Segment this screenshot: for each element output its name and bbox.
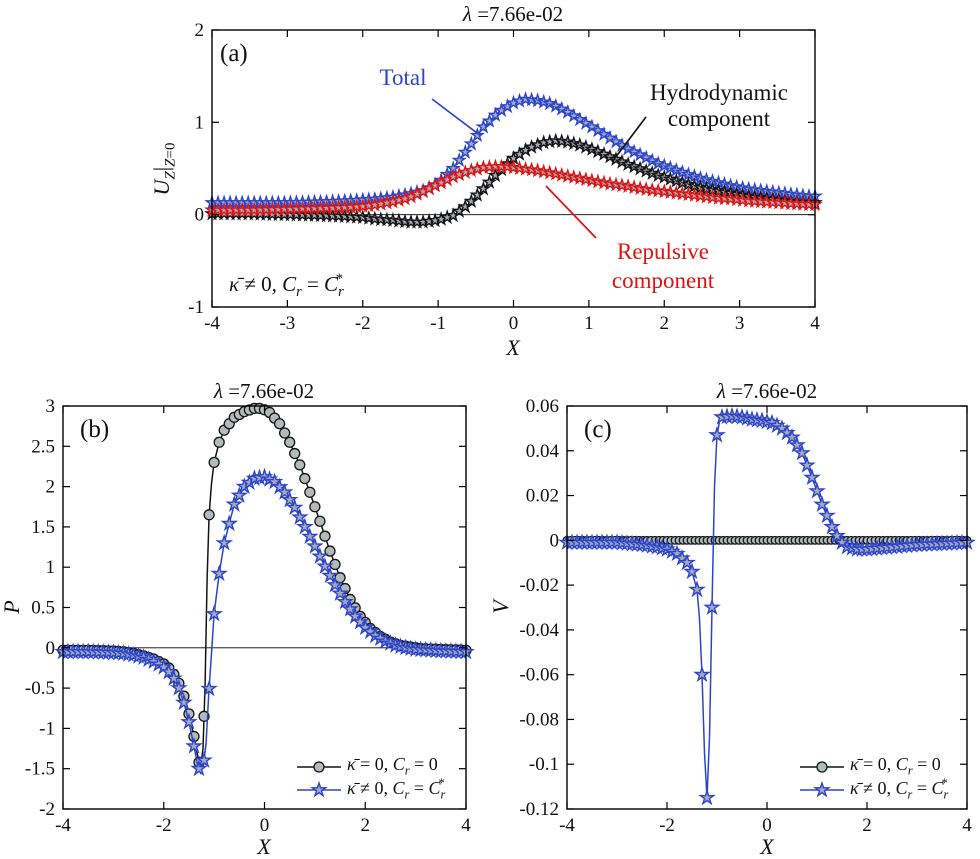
svg-text:2: 2 [660, 313, 670, 334]
svg-text:-4: -4 [55, 815, 71, 836]
panel-b: -4 -2 0 2 4-2-1.5-1-0.500.511.522.53 [25, 396, 475, 836]
legend-circle-icon [297, 760, 341, 773]
series-blue-star [54, 467, 475, 777]
panel-a: -4 -3 -2 -1 0 1 2 3 4 -1 0 1 2 [188, 20, 823, 334]
panel-b-ylabel: P [0, 600, 24, 614]
svg-text:-2: -2 [39, 799, 55, 820]
svg-text:2.5: 2.5 [31, 436, 55, 457]
panel-c-title: λ =7.66e-02 [716, 379, 818, 403]
svg-text:2: 2 [361, 815, 371, 836]
svg-text:0.5: 0.5 [31, 598, 55, 619]
svg-text:0: 0 [550, 530, 560, 551]
svg-text:-1.5: -1.5 [25, 759, 55, 780]
svg-text:-2: -2 [355, 313, 371, 334]
legend-item-label: κ̄ = 0, Cr = 0 [347, 754, 438, 778]
svg-text:-0.1: -0.1 [529, 754, 559, 775]
svg-text:1: 1 [584, 313, 594, 334]
svg-text:1: 1 [195, 112, 205, 133]
legend-item: κ̄ = 0, Cr = 0 [799, 754, 948, 778]
svg-text:1: 1 [46, 557, 56, 578]
svg-text:1.5: 1.5 [31, 517, 55, 538]
svg-text:-0.06: -0.06 [519, 665, 559, 686]
annotation-repulsive-component: Repulsive component [611, 239, 715, 293]
leader-line-blue [431, 98, 482, 137]
legend-star-icon [800, 780, 844, 798]
leader-line-black [611, 116, 647, 163]
svg-text:0: 0 [762, 815, 772, 836]
svg-text:-0.02: -0.02 [519, 575, 559, 596]
annotation-hydrodynamic-component: Hydrodynamic component [650, 80, 788, 131]
svg-text:0: 0 [260, 815, 270, 836]
panel-c-xlabel: X [760, 834, 774, 859]
svg-text:-0.08: -0.08 [519, 709, 559, 730]
svg-text:0: 0 [509, 313, 519, 334]
panel-a-ylabel: UZ|Z=0 [149, 142, 179, 196]
legend-item-label: κ̄ = 0, Cr = 0 [850, 754, 941, 778]
series-blue-star [558, 406, 976, 806]
panel-a-xlabel: X [506, 335, 520, 360]
svg-text:-2: -2 [659, 815, 675, 836]
svg-text:-4: -4 [559, 815, 575, 836]
svg-text:-1: -1 [39, 718, 55, 739]
svg-text:2: 2 [862, 815, 872, 836]
svg-text:-3: -3 [279, 313, 295, 334]
annotation-condition: κ̄ ≠ 0, Cr = Cr* [229, 271, 344, 301]
svg-text:0.02: 0.02 [526, 486, 559, 507]
svg-text:4: 4 [962, 815, 972, 836]
panel-b-title: λ =7.66e-02 [213, 379, 315, 403]
leader-line-red [545, 185, 597, 239]
svg-text:-0.12: -0.12 [519, 799, 559, 820]
svg-text:-0.04: -0.04 [519, 620, 559, 641]
panel-c-ylabel: V [488, 600, 513, 614]
panel-c-legend: κ̄ = 0, Cr = 0 κ̄ ≠ 0, Cr = Cr* [799, 754, 949, 802]
legend-item: κ̄ ≠ 0, Cr = Cr* [799, 776, 949, 802]
svg-text:-1: -1 [430, 313, 446, 334]
svg-text:-1: -1 [188, 297, 204, 318]
legend-item: κ̄ ≠ 0, Cr = Cr* [296, 776, 446, 802]
svg-text:-2: -2 [156, 815, 172, 836]
svg-text:0: 0 [195, 205, 205, 226]
panel-b-letter: (b) [80, 416, 110, 443]
svg-text:0.06: 0.06 [526, 396, 559, 417]
svg-text:-4: -4 [204, 313, 220, 334]
legend-item-label: κ̄ ≠ 0, Cr = Cr* [347, 776, 446, 802]
svg-text:2: 2 [195, 20, 205, 41]
svg-text:3: 3 [735, 313, 745, 334]
panel-c-letter: (c) [584, 416, 612, 443]
series-red-star [204, 158, 823, 217]
svg-text:4: 4 [461, 815, 471, 836]
legend-item-label: κ̄ ≠ 0, Cr = Cr* [850, 776, 949, 802]
legend-item: κ̄ = 0, Cr = 0 [296, 754, 445, 778]
svg-text:3: 3 [46, 396, 56, 417]
panel-a-title: λ =7.66e-02 [462, 2, 564, 26]
svg-text:-0.5: -0.5 [25, 678, 55, 699]
panel-b-legend: κ̄ = 0, Cr = 0 κ̄ ≠ 0, Cr = Cr* [296, 754, 446, 802]
svg-text:4: 4 [810, 313, 820, 334]
panel-c: -4 -2 0 2 4 -0.12 -0.1 -0.08 -0.06 -0.04 -0.02 0 0.0… [519, 396, 976, 836]
svg-text:0: 0 [46, 638, 56, 659]
series-black-circle [57, 402, 472, 768]
legend-star-icon [297, 780, 341, 798]
panel-b-xlabel: X [257, 834, 271, 859]
legend-circle-icon [800, 760, 844, 773]
panel-a-letter: (a) [220, 40, 248, 67]
annotation-total: Total [379, 65, 427, 90]
svg-text:0.04: 0.04 [526, 441, 560, 462]
svg-text:2: 2 [46, 477, 56, 498]
